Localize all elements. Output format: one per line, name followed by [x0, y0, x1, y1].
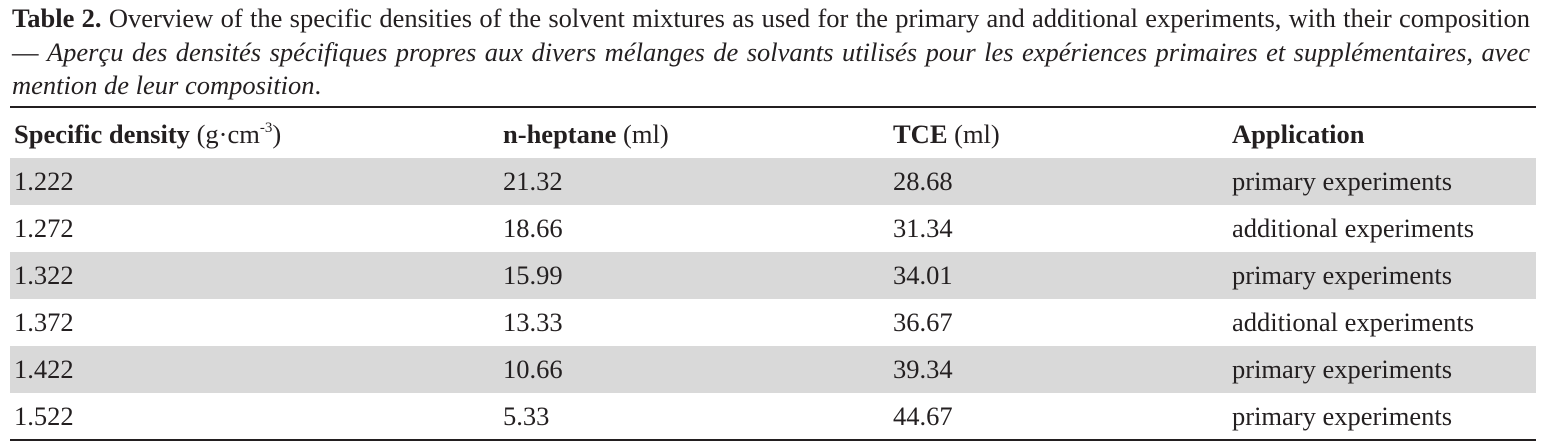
bottom-rule	[10, 439, 1536, 441]
table-row: 1.272 18.66 31.34 additional experiments	[10, 205, 1536, 252]
table-cell: 39.34	[889, 346, 1228, 393]
column-unit-end: )	[272, 118, 282, 149]
table-body: 1.222 21.32 28.68 primary experiments 1.272 1…	[10, 158, 1536, 440]
table-cell: 10.66	[499, 346, 889, 393]
unit-exponent: -3	[259, 119, 273, 136]
column-name: TCE	[893, 118, 948, 149]
caption-english: Overview of the specific densities of th…	[12, 3, 1531, 67]
table-cell: 28.68	[889, 158, 1228, 205]
header-cell: n-heptane (ml)	[499, 110, 889, 158]
caption-french: Aperçu des densités spécifiques propres …	[12, 36, 1531, 101]
table-row: 1.422 10.66 39.34 primary experiments	[10, 346, 1536, 393]
table-cell: 1.322	[10, 252, 499, 299]
header-row: Specific density (g·cm-3) n-heptane (ml) T…	[10, 110, 1536, 158]
table-cell: 1.422	[10, 346, 499, 393]
table-cell: 1.272	[14, 213, 74, 243]
table-cell: 1.372	[14, 307, 74, 337]
header-cell: Specific density (g·cm-3)	[10, 110, 499, 158]
table-row: 1.222 21.32 28.68 primary experiments	[10, 158, 1536, 205]
column-unit: (ml)	[623, 118, 669, 149]
table-row: 1.522 5.33 44.67 primary experiments	[10, 393, 1536, 440]
top-rule	[10, 106, 1536, 108]
table-row: 1.372 13.33 36.67 additional experiments	[10, 299, 1536, 346]
table-cell: primary experiments	[1228, 158, 1536, 205]
header-cell: TCE (ml)	[889, 110, 1228, 158]
caption: Table 2. Overview of the specific densit…	[12, 2, 1530, 103]
column-unit: (g·cm	[196, 118, 260, 149]
table-cell: 21.32	[499, 158, 889, 205]
column-unit: (ml)	[954, 118, 1000, 149]
table-cell: 15.99	[499, 252, 889, 299]
table-cell: 44.67	[893, 401, 953, 431]
column-name: Application	[1232, 118, 1365, 149]
table-cell: 1.222	[10, 158, 499, 205]
table-cell: primary experiments	[1228, 346, 1536, 393]
table-cell: 5.33	[503, 401, 550, 431]
table-cell: 31.34	[893, 213, 953, 243]
table-cell: additional experiments	[1232, 213, 1475, 243]
table-row: 1.322 15.99 34.01 primary experiments	[10, 252, 1536, 299]
table-cell: 18.66	[503, 213, 563, 243]
table-cell: 36.67	[893, 307, 953, 337]
table: Specific density (g·cm-3) n-heptane (ml) T…	[10, 110, 1536, 440]
header-cell: Application	[1228, 110, 1536, 158]
table-cell: 34.01	[889, 252, 1228, 299]
column-name: n-heptane	[503, 118, 617, 149]
column-name: Specific density	[14, 118, 190, 149]
table-cell: additional experiments	[1232, 307, 1475, 337]
table-cell: 13.33	[503, 307, 563, 337]
table-cell: primary experiments	[1228, 252, 1536, 299]
table-cell: 1.522	[14, 401, 74, 431]
table-cell: primary experiments	[1232, 401, 1453, 431]
caption-end: .	[314, 70, 322, 100]
caption-label: Table 2.	[12, 3, 102, 33]
